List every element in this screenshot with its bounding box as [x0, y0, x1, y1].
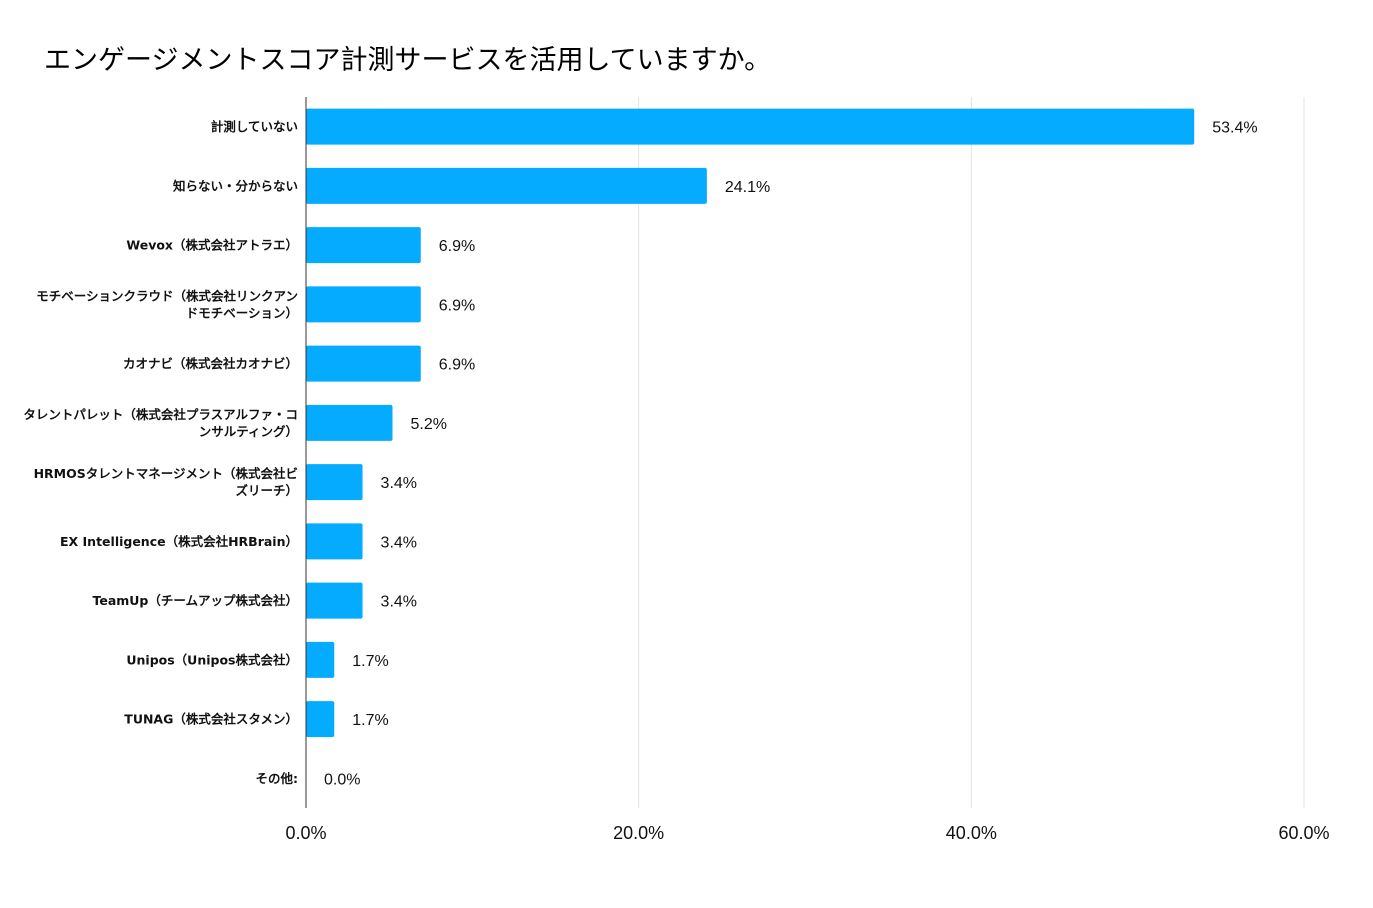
category-label: TeamUp（チームアップ株式会社） — [92, 593, 298, 608]
bar — [306, 523, 363, 560]
x-tick-label: 40.0% — [946, 823, 997, 843]
category-label: ンサルティング） — [199, 424, 298, 439]
bar — [306, 167, 707, 204]
data-label: 6.9% — [439, 238, 475, 255]
data-label: 3.4% — [381, 475, 417, 492]
bar — [306, 641, 335, 678]
x-tick-label: 60.0% — [1278, 823, 1329, 843]
category-label: カオナビ（株式会社カオナビ） — [123, 356, 298, 371]
category-label: Unipos（Unipos株式会社） — [126, 652, 298, 667]
data-label: 0.0% — [324, 771, 360, 788]
data-label: 3.4% — [381, 534, 417, 551]
category-label: ドモチベーション） — [186, 305, 298, 320]
category-label: TUNAG（株式会社スタメン） — [124, 712, 298, 727]
chart-title: エンゲージメントスコア計測サービスを活用していますか。 — [44, 45, 772, 76]
data-label: 5.2% — [410, 416, 446, 433]
data-label: 3.4% — [381, 594, 417, 611]
bar — [306, 345, 421, 382]
category-label: 計測していない — [211, 119, 298, 134]
bar — [306, 404, 393, 441]
data-label: 6.9% — [439, 297, 475, 314]
bar — [306, 108, 1195, 145]
category-label: EX Intelligence（株式会社HRBrain） — [60, 534, 298, 549]
data-label: 6.9% — [439, 357, 475, 374]
category-label: ズリーチ） — [235, 483, 298, 498]
bar — [306, 701, 335, 738]
category-label: Wevox（株式会社アトラエ） — [126, 238, 298, 253]
data-label: 1.7% — [352, 712, 388, 729]
bar — [306, 582, 363, 619]
bar — [306, 464, 363, 501]
data-label: 1.7% — [352, 653, 388, 670]
x-tick-label: 20.0% — [613, 823, 664, 843]
bar — [306, 286, 421, 323]
category-label: 知らない・分からない — [172, 178, 298, 193]
category-label: その他: — [256, 771, 299, 786]
category-label: HRMOSタレントマネージメント（株式会社ビ — [34, 466, 298, 481]
data-label: 24.1% — [725, 179, 770, 196]
bar — [306, 227, 421, 264]
category-label: モチベーションクラウド（株式会社リンクアン — [36, 288, 298, 303]
category-label: タレントパレット（株式会社プラスアルファ・コ — [23, 407, 298, 422]
data-label: 53.4% — [1212, 120, 1257, 137]
x-tick-label: 0.0% — [285, 823, 326, 843]
